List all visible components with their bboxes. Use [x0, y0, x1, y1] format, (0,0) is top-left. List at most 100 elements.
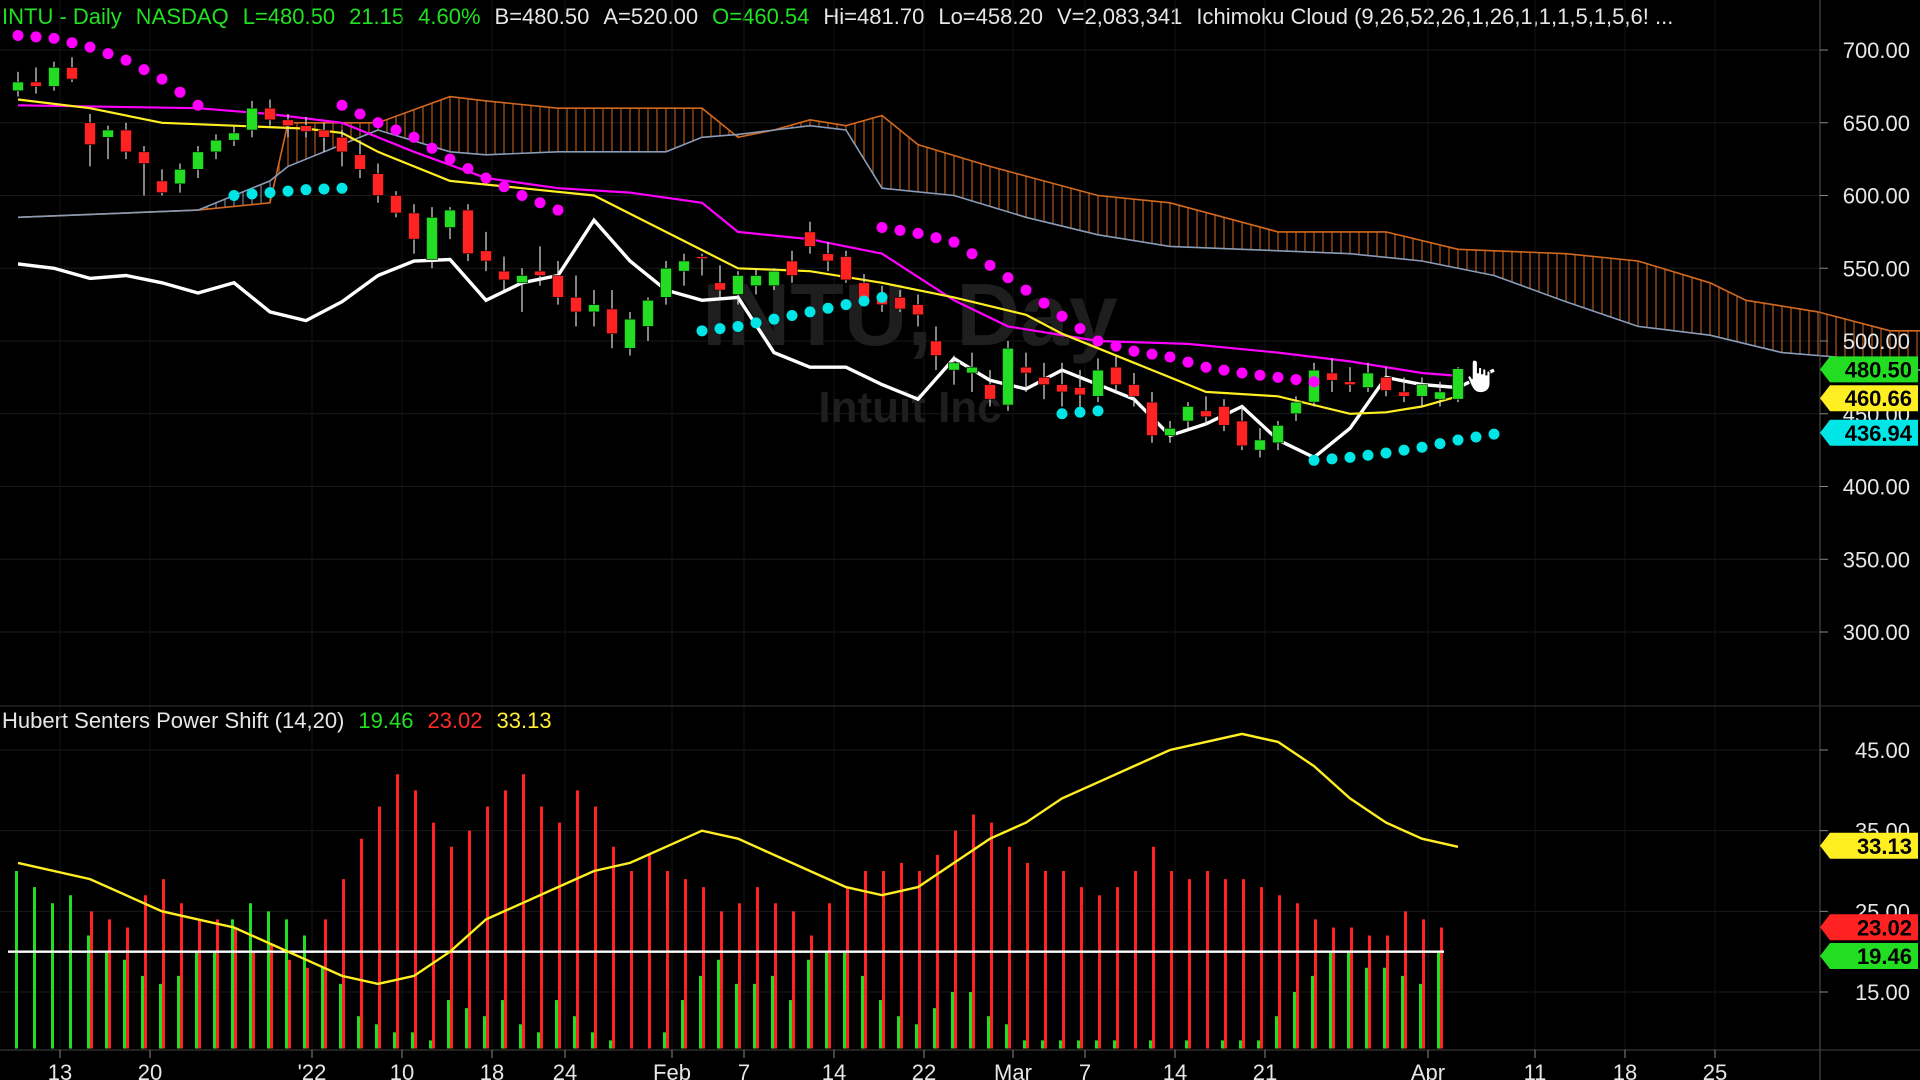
candle-body: [408, 212, 420, 240]
price-badge-label: 480.50: [1845, 357, 1912, 382]
date-tick-label: 10: [390, 1060, 414, 1080]
upper-dot: [1092, 335, 1104, 347]
upper-dot: [84, 41, 96, 53]
upper-dot: [552, 204, 564, 216]
upper-dot: [372, 117, 384, 129]
candle-body: [192, 151, 204, 170]
upper-dot: [930, 232, 942, 244]
lower-dot: [804, 306, 816, 318]
price-tick-label: 650.00: [1843, 111, 1910, 136]
candle-body: [1038, 377, 1050, 385]
upper-dot: [516, 190, 528, 201]
low-price: Lo=458.20: [938, 4, 1043, 29]
open-price: O=460.54: [712, 4, 810, 29]
lower-dot: [714, 323, 726, 335]
candle-body: [1056, 384, 1068, 393]
chart-header: INTU - Daily NASDAQ L=480.50 21.15 4.60% B=48…: [2, 4, 1687, 30]
cloud-span-b: [17, 124, 1920, 372]
tenkan-line: [17, 104, 1459, 377]
upper-dot: [30, 31, 42, 43]
candle-body: [1254, 439, 1266, 451]
date-tick-label: '22: [298, 1060, 327, 1080]
upper-dot: [1056, 310, 1068, 322]
lower-badge-label: 19.46: [1857, 944, 1912, 969]
upper-dot: [462, 163, 474, 175]
price-tick-label: 500.00: [1843, 329, 1910, 354]
candle-body: [984, 384, 996, 400]
grid-lines: [0, 0, 1820, 1050]
upper-dot: [984, 259, 996, 271]
hand-cursor-icon: [1467, 359, 1491, 394]
candle-body: [912, 304, 924, 316]
lower-dot: [282, 185, 294, 197]
lower-dot: [264, 187, 276, 199]
symbol-label[interactable]: INTU - Daily: [2, 4, 122, 29]
upper-dot: [1236, 367, 1248, 379]
lower-dot: [228, 190, 240, 201]
date-tick-label: 18: [480, 1060, 504, 1080]
study-label[interactable]: Ichimoku Cloud (9,26,52,26,1,26,1,1,1,5,…: [1196, 4, 1674, 29]
indicator-title[interactable]: Hubert Senters Power Shift (14,20): [2, 708, 345, 733]
last-price: L=480.50: [242, 4, 336, 29]
indicator-value-1: 19.46: [358, 708, 414, 733]
date-tick-label: Apr: [1411, 1060, 1445, 1080]
candle-body: [750, 275, 762, 287]
lower-dot: [1092, 405, 1104, 417]
candle-body: [1200, 410, 1212, 417]
cloud-span-a: [17, 95, 1920, 332]
candle-body: [228, 132, 240, 141]
candlesticks: [12, 57, 1464, 458]
candle-body: [84, 122, 96, 145]
upper-dot: [894, 224, 906, 236]
hand-cursor-shape: [1467, 359, 1491, 394]
candle-body: [30, 81, 42, 87]
candle-body: [1434, 391, 1446, 400]
upper-dot: [876, 222, 888, 234]
price-badge-bg: [1820, 419, 1918, 446]
upper-dot: [1074, 323, 1086, 335]
candle-body: [804, 231, 816, 247]
upper-dot: [408, 131, 420, 143]
lower-dot: [300, 184, 312, 196]
lower-dot: [246, 188, 258, 200]
date-axis: 13 20 '22 10 18 24 Feb 7 14 22 Mar 7 14 21 Apr 11 18 25: [48, 1050, 1727, 1080]
lower-dot: [1056, 408, 1068, 420]
volume-label: V=2,083,341: [1056, 4, 1183, 29]
lower-dot: [696, 325, 708, 337]
price-tick-label: 700.00: [1843, 38, 1910, 63]
upper-dot: [1218, 364, 1230, 376]
lower-tick-label: 45.00: [1855, 738, 1910, 763]
upper-dot: [1308, 376, 1320, 388]
date-tick-label: 7: [1079, 1060, 1091, 1080]
candle-body: [714, 282, 726, 291]
candle-body: [48, 67, 60, 87]
upper-dot: [1038, 297, 1050, 309]
candle-body: [1344, 381, 1356, 385]
candle-body: [102, 129, 114, 138]
candle-body: [516, 275, 528, 284]
upper-dot: [426, 142, 438, 154]
candle-body: [840, 256, 852, 281]
upper-dot: [120, 54, 132, 66]
candle-body: [462, 209, 474, 255]
candle-body: [1002, 347, 1014, 406]
candle-body: [444, 209, 456, 228]
candle-body: [318, 129, 330, 138]
power-shift-pane: [8, 732, 1459, 1049]
price-tick-label: 400.00: [1843, 475, 1910, 500]
upper-dot: [1290, 374, 1302, 386]
lower-dot: [336, 182, 348, 194]
upper-dot: [948, 236, 960, 248]
lower-dot: [1308, 454, 1320, 466]
candle-body: [120, 129, 132, 153]
price-tick-label: 350.00: [1843, 547, 1910, 572]
date-tick-label: 20: [138, 1060, 162, 1080]
candle-body: [1092, 369, 1104, 397]
candle-body: [390, 195, 402, 214]
price-tick-label: 550.00: [1843, 256, 1910, 281]
price-badge-bg: [1820, 356, 1918, 383]
lower-dot: [1452, 434, 1464, 446]
kijun-line: [17, 98, 1459, 415]
